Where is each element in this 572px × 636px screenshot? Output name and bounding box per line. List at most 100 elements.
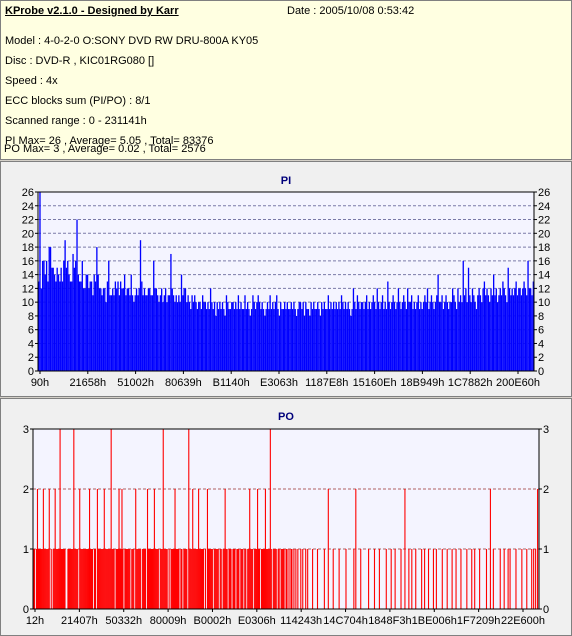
bar [294,309,296,371]
bar [471,549,473,609]
bar [303,315,306,371]
bar [229,309,232,371]
bar [274,302,277,371]
bar [144,549,146,609]
bar [155,549,157,609]
x-tick-label: 1C7882h [448,377,493,389]
y-tick-label-right: 24 [538,201,550,213]
bar [385,549,387,609]
bar [44,549,46,609]
bar [119,549,121,609]
bar [285,309,287,371]
bar [142,295,144,371]
bar [269,429,271,609]
bar [79,489,81,609]
bar [174,489,176,609]
bar [400,309,402,371]
bar [84,288,86,371]
bar [219,302,221,371]
bar [302,549,304,609]
bar [59,281,61,371]
bar [59,429,61,609]
bar [74,549,76,609]
bar [411,549,413,609]
bar [446,302,449,371]
bar [485,549,488,609]
bar [257,489,259,609]
bar [421,549,423,609]
bar [307,549,309,609]
bar [240,549,242,609]
bar [511,288,513,371]
bar [210,549,212,609]
bar [38,549,40,609]
bar [53,549,55,609]
bar [332,549,334,609]
bar [250,309,253,371]
bar [215,315,217,371]
bar [290,302,292,371]
bar [81,260,83,371]
y-tick-label-right: 3 [543,424,549,436]
bar [237,295,240,371]
bar [186,302,188,371]
bar [160,549,162,609]
bar [258,549,261,609]
bar [97,549,99,609]
bar [108,549,110,609]
bar [150,549,152,609]
x-tick-label: 200E60h [496,377,540,389]
x-tick-label: 80639h [165,377,202,389]
bar [231,302,233,371]
bar [266,549,268,609]
bar [208,549,210,609]
bar [159,295,162,371]
bar [170,549,172,609]
bar [54,489,56,609]
bar [133,302,135,371]
bar [245,309,247,371]
y-tick-label-right: 20 [538,228,550,240]
bar [422,302,425,371]
bar [310,302,312,371]
bar [234,549,236,609]
bar [477,295,479,371]
bar [345,549,347,609]
bar [196,309,199,371]
bar [280,549,282,609]
bar [197,549,199,609]
bar [301,309,303,371]
bar [199,549,201,609]
bar [243,309,245,371]
x-tick-label: B0002h [193,615,231,627]
bar [364,302,367,371]
y-tick-label-left: 6 [28,325,34,337]
bar [173,549,175,609]
bar [93,549,96,609]
bar [127,288,130,371]
bar [479,295,482,371]
y-tick-label-left: 12 [22,283,34,295]
bar [429,302,431,371]
bar [137,549,139,609]
bar [55,281,57,371]
bar [378,549,380,609]
bar [248,549,250,609]
bar [102,549,104,609]
bar [233,549,235,609]
bar [195,549,197,609]
bar [405,309,408,371]
bar [217,309,220,371]
bar [167,295,169,371]
bar [204,302,206,371]
bar [121,489,123,609]
bar [469,295,471,371]
bar [102,288,105,371]
bar [453,295,455,371]
bar [368,302,370,371]
bar [241,549,243,609]
bar [260,549,263,609]
bar [528,288,531,371]
bar [352,288,355,371]
bar [474,549,476,609]
